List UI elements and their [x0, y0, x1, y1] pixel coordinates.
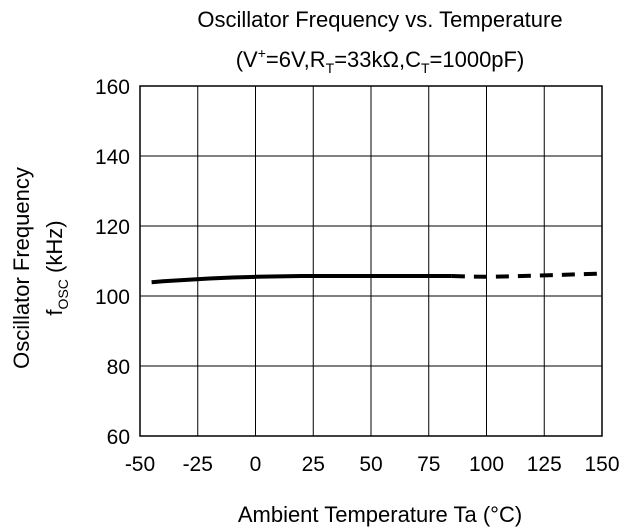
plot-grid — [139, 85, 603, 437]
x-tick-label: -25 — [183, 453, 213, 476]
y-tick-label: 80 — [107, 356, 130, 379]
chart-title: Oscillator Frequency vs. Temperature — [197, 7, 562, 32]
plot-frame — [139, 85, 603, 437]
series-lines — [151, 271, 603, 285]
x-axis-label: Ambient Temperature Ta (°C) — [238, 502, 522, 527]
y-tick-labels: 60 80 100 120 140 160 — [95, 76, 130, 449]
x-tick-label: 100 — [469, 453, 504, 476]
x-tick-label: 125 — [527, 453, 562, 476]
series-line-solid — [151, 274, 452, 285]
series-line-dashed — [451, 271, 603, 279]
chart-subtitle: (V+=6V,RT=33kΩ,CT=1000pF) — [236, 45, 525, 76]
x-tick-labels: -50 -25 0 25 50 75 100 125 150 — [125, 453, 620, 476]
x-tick-label: 25 — [302, 453, 325, 476]
y-tick-label: 140 — [95, 146, 130, 169]
x-tick-label: 150 — [584, 453, 619, 476]
y-tick-label: 160 — [95, 76, 130, 99]
y-axis-unit-label: fOSC (kHz) — [42, 220, 71, 315]
y-axis-label: Oscillator Frequency — [9, 167, 34, 369]
x-tick-label: 0 — [250, 453, 262, 476]
x-tick-label: -50 — [125, 453, 155, 476]
y-tick-label: 60 — [107, 426, 130, 449]
y-tick-label: 120 — [95, 216, 130, 239]
x-tick-label: 75 — [417, 453, 440, 476]
x-tick-label: 50 — [359, 453, 382, 476]
y-tick-label: 100 — [95, 286, 130, 309]
